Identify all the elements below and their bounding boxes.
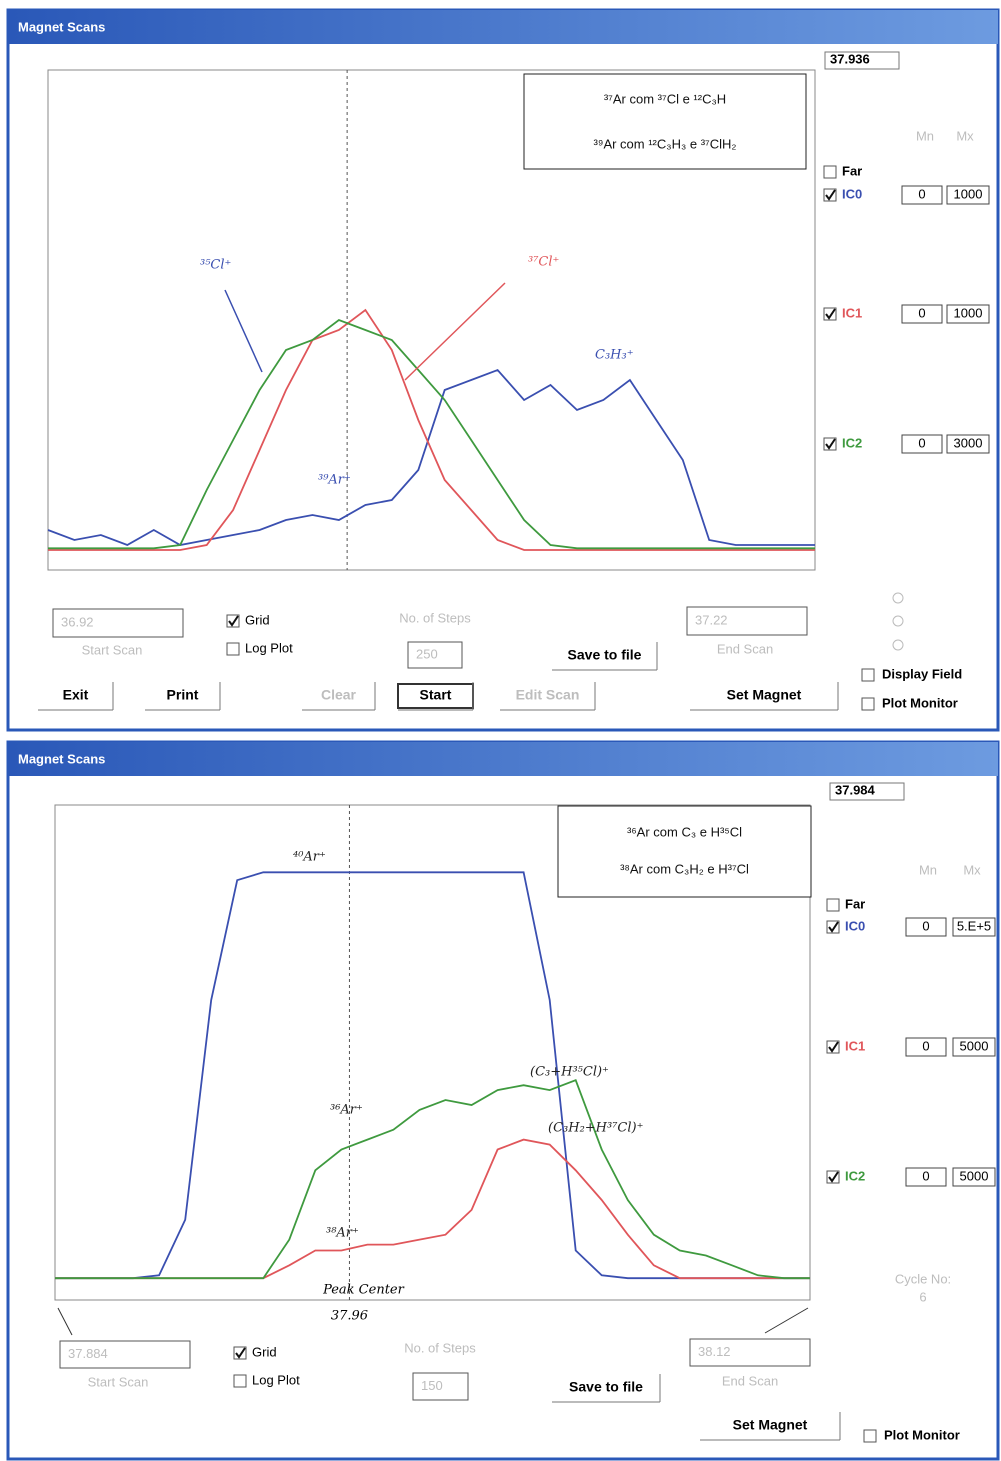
grid-label: Grid bbox=[252, 1344, 277, 1359]
option-label: Display Field bbox=[882, 666, 962, 681]
annotation: C₃H₃⁺ bbox=[595, 348, 634, 363]
end-scan-label: End Scan bbox=[717, 641, 773, 656]
note-box bbox=[558, 806, 811, 897]
log-plot-label: Log Plot bbox=[252, 1372, 300, 1387]
checkbox[interactable] bbox=[862, 669, 874, 681]
option-label: Plot Monitor bbox=[882, 695, 958, 710]
window-title: Magnet Scans bbox=[18, 751, 105, 766]
range-max: 1000 bbox=[954, 305, 983, 320]
range-min: 0 bbox=[918, 305, 925, 320]
radio[interactable] bbox=[893, 616, 903, 626]
annotation: ³⁶Ar⁺ bbox=[330, 1103, 363, 1118]
button[interactable]: Set Magnet bbox=[733, 1417, 808, 1433]
range-max: 5.E+5 bbox=[957, 918, 991, 933]
detector-name: IC0 bbox=[845, 918, 865, 933]
checkbox[interactable] bbox=[227, 643, 239, 655]
peak-center-label: Peak Center bbox=[322, 1283, 405, 1298]
start-scan-label: Start Scan bbox=[88, 1374, 149, 1389]
note-line: ³⁹Ar com ¹²C₃H₃ e ³⁷ClH₂ bbox=[594, 136, 737, 151]
cycle-value: 6 bbox=[919, 1289, 926, 1304]
button[interactable]: Save to file bbox=[569, 1379, 643, 1395]
radio[interactable] bbox=[893, 640, 903, 650]
button[interactable]: Start bbox=[420, 687, 452, 703]
end-scan-label: End Scan bbox=[722, 1373, 778, 1388]
steps-value: 250 bbox=[416, 646, 438, 661]
end-scan-value: 38.12 bbox=[698, 1344, 731, 1359]
range-min: 0 bbox=[918, 435, 925, 450]
annotation: ³⁵Cl⁺ bbox=[200, 258, 231, 273]
note-line: ³⁸Ar com C₃H₂ e H³⁷Cl bbox=[620, 861, 749, 876]
range-min: 0 bbox=[922, 918, 929, 933]
title-bar bbox=[8, 10, 998, 44]
detector-name: IC1 bbox=[842, 305, 862, 320]
annotation: (C₃+H³⁵Cl)⁺ bbox=[530, 1065, 609, 1080]
column-header: Mx bbox=[956, 128, 974, 143]
detector-name: IC0 bbox=[842, 186, 862, 201]
range-max: 5000 bbox=[960, 1038, 989, 1053]
detector-name: IC2 bbox=[842, 435, 862, 450]
far-label: Far bbox=[842, 163, 862, 178]
screen: Magnet Scans ³⁷Ar com ³⁷Cl e ¹²C₃H ³⁹Ar co… bbox=[0, 0, 1001, 1461]
button[interactable]: Edit Scan bbox=[516, 687, 580, 703]
end-scan-value: 37.22 bbox=[695, 612, 728, 627]
checkbox[interactable] bbox=[827, 899, 839, 911]
center-value: 37.936 bbox=[830, 51, 870, 66]
steps-label: No. of Steps bbox=[404, 1340, 476, 1355]
start-scan-label: Start Scan bbox=[82, 642, 143, 657]
detector-name: IC1 bbox=[845, 1038, 865, 1053]
title-bar bbox=[8, 742, 998, 776]
button[interactable]: Clear bbox=[321, 687, 357, 703]
annotation: ³⁸Ar⁺ bbox=[326, 1226, 359, 1241]
annotation: ³⁷Cl⁺ bbox=[528, 255, 559, 270]
cycle-label: Cycle No: bbox=[895, 1271, 951, 1286]
range-min: 0 bbox=[918, 186, 925, 201]
start-scan-value: 36.92 bbox=[61, 614, 94, 629]
note-line: ³⁷Ar com ³⁷Cl e ¹²C₃H bbox=[604, 91, 726, 106]
start-scan-value: 37.884 bbox=[68, 1346, 108, 1361]
checkbox[interactable] bbox=[234, 1375, 246, 1387]
column-header: Mn bbox=[916, 128, 934, 143]
window-title: Magnet Scans bbox=[18, 19, 105, 34]
range-min: 0 bbox=[922, 1038, 929, 1053]
far-label: Far bbox=[845, 896, 865, 911]
button[interactable]: Save to file bbox=[568, 647, 642, 663]
range-max: 3000 bbox=[954, 435, 983, 450]
center-value: 37.984 bbox=[835, 782, 876, 797]
checkbox[interactable] bbox=[864, 1430, 876, 1442]
column-header: Mx bbox=[963, 862, 981, 877]
range-max: 1000 bbox=[954, 186, 983, 201]
checkbox[interactable] bbox=[824, 166, 836, 178]
note-line: ³⁶Ar com C₃ e H³⁵Cl bbox=[627, 824, 742, 839]
detector-name: IC2 bbox=[845, 1168, 865, 1183]
option-label: Plot Monitor bbox=[884, 1427, 960, 1442]
range-min: 0 bbox=[922, 1168, 929, 1183]
button[interactable]: Exit bbox=[63, 687, 89, 703]
range-max: 5000 bbox=[960, 1168, 989, 1183]
log-plot-label: Log Plot bbox=[245, 640, 293, 655]
radio[interactable] bbox=[893, 593, 903, 603]
checkbox[interactable] bbox=[862, 698, 874, 710]
button[interactable]: Set Magnet bbox=[727, 687, 802, 703]
column-header: Mn bbox=[919, 862, 937, 877]
steps-label: No. of Steps bbox=[399, 610, 471, 625]
steps-value: 150 bbox=[421, 1378, 443, 1393]
note-box bbox=[524, 74, 806, 169]
annotation: ³⁹Ar⁺ bbox=[318, 473, 351, 488]
button[interactable]: Print bbox=[167, 687, 199, 703]
peak-center-value: 37.96 bbox=[331, 1309, 368, 1324]
annotation: ⁴⁰Ar⁺ bbox=[293, 850, 326, 865]
grid-label: Grid bbox=[245, 612, 270, 627]
annotation: (C₃H₂+H³⁷Cl)⁺ bbox=[548, 1121, 643, 1136]
